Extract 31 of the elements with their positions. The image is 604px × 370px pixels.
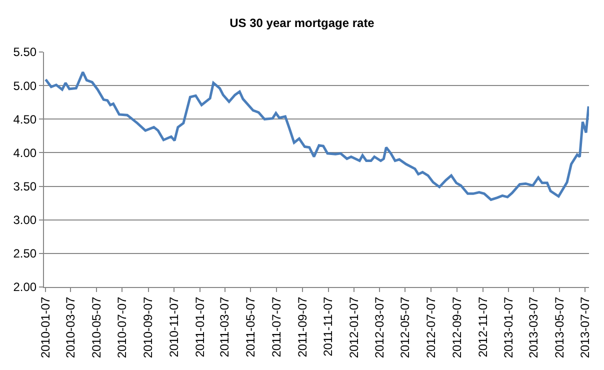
x-tick-label: 2012-09-07 (450, 296, 464, 358)
x-tick-label: 2012-03-07 (372, 296, 386, 358)
x-tick-label: 2013-03-07 (526, 296, 541, 358)
y-tick-label: 5.50 (13, 45, 37, 60)
x-tick-label: 2010-01-07 (38, 296, 53, 358)
x-tick-label: 2011-09-07 (295, 296, 310, 358)
x-tick-label: 2012-07-07 (424, 296, 438, 358)
x-tick-label: 2010-11-07 (167, 296, 182, 358)
x-tick-label: 2013-05-07 (552, 296, 566, 358)
y-tick-label: 2.00 (13, 280, 37, 294)
x-tick-label: 2012-05-07 (398, 296, 412, 358)
x-tick-label: 2012-01-07 (347, 296, 361, 358)
y-tick-label: 3.50 (13, 179, 37, 194)
y-tick-label: 5.00 (13, 78, 37, 93)
x-tick-label: 2011-01-07 (192, 296, 207, 358)
x-tick-label: 2013-01-07 (502, 296, 516, 358)
x-tick-label: 2010-05-07 (89, 296, 104, 358)
x-tick-label: 2011-11-07 (321, 296, 336, 356)
x-tick-label: 2011-07-07 (269, 296, 284, 358)
x-tick-label: 2011-03-07 (218, 296, 232, 358)
x-tick-label: 2012-11-07 (476, 296, 490, 358)
y-tick-label: 4.50 (13, 112, 37, 126)
x-tick-label: 2013-07-07 (578, 296, 592, 358)
chart-title: US 30 year mortgage rate (230, 16, 375, 30)
y-tick-label: 2.50 (13, 246, 37, 261)
y-tick-label: 3.00 (13, 213, 37, 228)
x-tick-label: 2010-07-07 (115, 296, 130, 358)
x-tick-label: 2011-05-07 (243, 296, 258, 358)
y-tick-label: 4.00 (13, 146, 37, 160)
x-tick-label: 2010-03-07 (64, 296, 78, 358)
x-tick-label: 2010-09-07 (141, 296, 156, 358)
